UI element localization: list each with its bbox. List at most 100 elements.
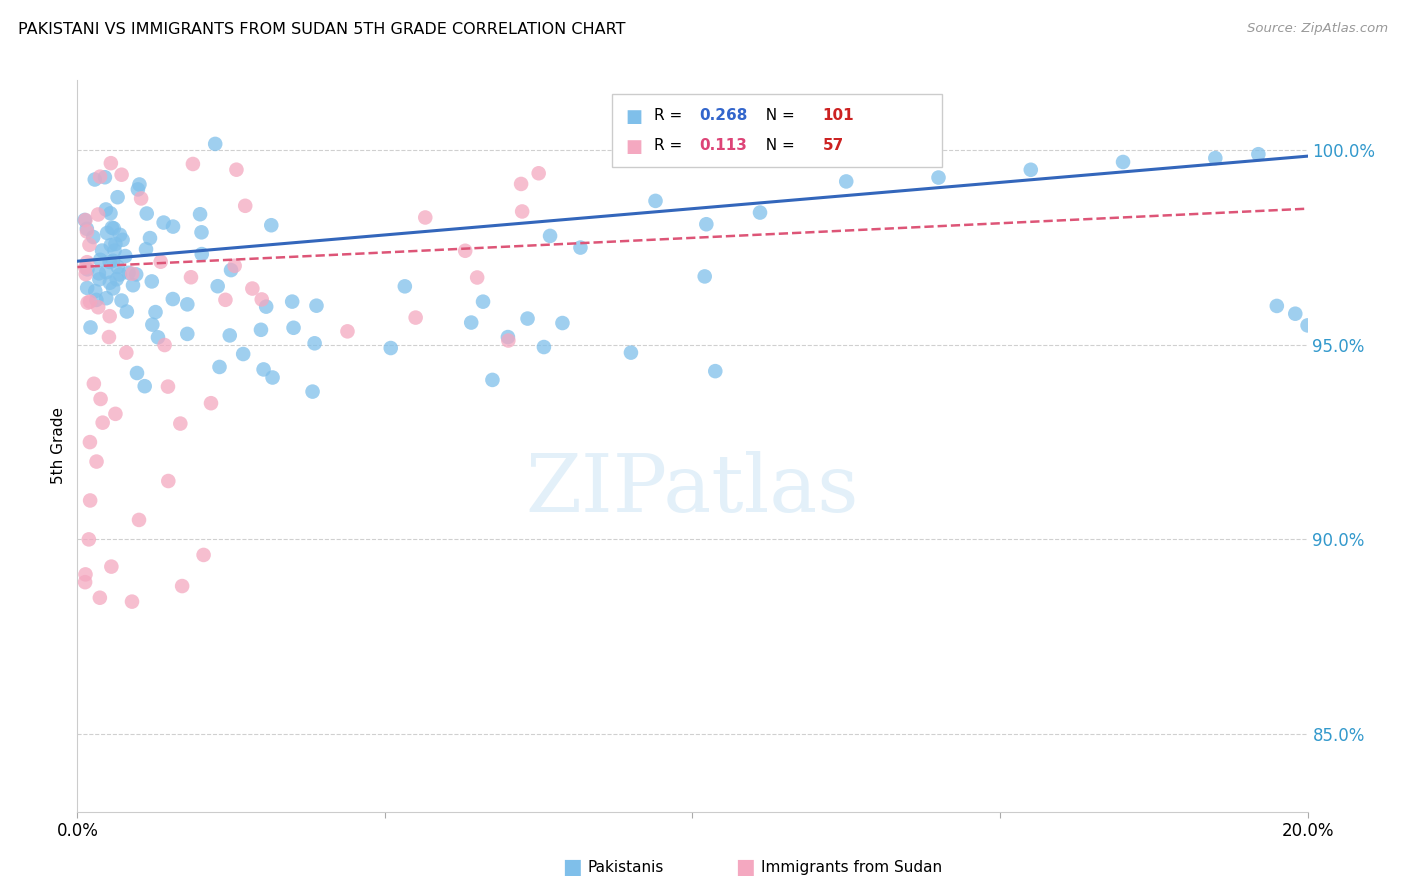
Point [128, 513, 150, 527]
Point [190, 225, 212, 239]
Point [141, 318, 163, 332]
Text: N =: N = [756, 108, 800, 123]
Point [75, 267, 97, 281]
Point [121, 594, 143, 608]
Point [98, 255, 121, 269]
Point [380, 341, 402, 355]
Text: Source: ZipAtlas.com: Source: ZipAtlas.com [1247, 22, 1388, 36]
Point [83, 376, 105, 391]
Point [188, 207, 211, 221]
Point [103, 244, 125, 258]
Point [115, 345, 138, 359]
Point [928, 170, 950, 185]
Text: 57: 57 [823, 138, 844, 153]
Text: R =: R = [654, 108, 688, 123]
Point [162, 292, 184, 306]
Point [551, 316, 574, 330]
Point [105, 272, 128, 286]
Text: ■: ■ [735, 857, 755, 877]
Point [108, 268, 131, 282]
Point [79, 237, 101, 252]
Text: 0.268: 0.268 [699, 108, 747, 123]
Point [252, 362, 274, 376]
Point [107, 190, 129, 204]
Point [162, 219, 184, 234]
Point [128, 178, 150, 192]
Point [180, 270, 202, 285]
Point [283, 320, 305, 334]
Point [260, 219, 283, 233]
Point [86, 293, 108, 307]
Point [1112, 155, 1135, 169]
Point [86, 454, 108, 468]
Point [79, 435, 101, 450]
Point [83, 172, 105, 186]
Point [304, 336, 326, 351]
Point [96, 265, 118, 279]
Text: 101: 101 [823, 108, 853, 123]
Point [454, 244, 477, 258]
Point [134, 379, 156, 393]
Point [77, 533, 100, 547]
Point [139, 231, 162, 245]
Point [100, 238, 122, 252]
Point [75, 575, 97, 590]
Point [219, 263, 242, 277]
Point [218, 328, 240, 343]
Point [301, 384, 323, 399]
Point [76, 262, 98, 277]
Point [169, 417, 191, 431]
Point [620, 345, 643, 359]
Point [695, 217, 717, 231]
Point [538, 228, 561, 243]
Point [100, 156, 122, 170]
Point [76, 255, 98, 269]
Point [176, 326, 198, 341]
Point [94, 170, 117, 185]
Point [190, 247, 212, 261]
Text: Immigrants from Sudan: Immigrants from Sudan [761, 860, 942, 874]
Point [204, 136, 226, 151]
Point [1284, 307, 1306, 321]
Point [232, 347, 254, 361]
Point [176, 297, 198, 311]
Point [200, 396, 222, 410]
Point [115, 304, 138, 318]
Point [510, 204, 533, 219]
Point [96, 291, 118, 305]
Point [100, 559, 122, 574]
Point [104, 407, 127, 421]
Point [89, 252, 111, 267]
Point [103, 221, 125, 235]
Point [181, 157, 204, 171]
Point [749, 205, 772, 219]
Point [149, 254, 172, 268]
Point [98, 276, 121, 290]
Point [498, 334, 520, 348]
Point [75, 567, 97, 582]
Point [481, 373, 503, 387]
Point [79, 294, 101, 309]
Point [153, 338, 176, 352]
Point [82, 230, 104, 244]
Point [91, 244, 114, 258]
Point [250, 293, 273, 307]
Point [413, 211, 436, 225]
Point [281, 294, 304, 309]
Point [152, 216, 174, 230]
Point [87, 266, 110, 280]
Point [214, 293, 236, 307]
Point [87, 207, 110, 221]
Point [111, 233, 134, 247]
Point [225, 162, 247, 177]
Point [145, 305, 167, 319]
Point [89, 591, 111, 605]
Point [336, 324, 359, 338]
Point [693, 269, 716, 284]
Point [100, 206, 122, 220]
Point [129, 191, 152, 205]
Point [704, 364, 727, 378]
Text: ■: ■ [626, 108, 643, 126]
Point [516, 311, 538, 326]
Point [233, 199, 256, 213]
